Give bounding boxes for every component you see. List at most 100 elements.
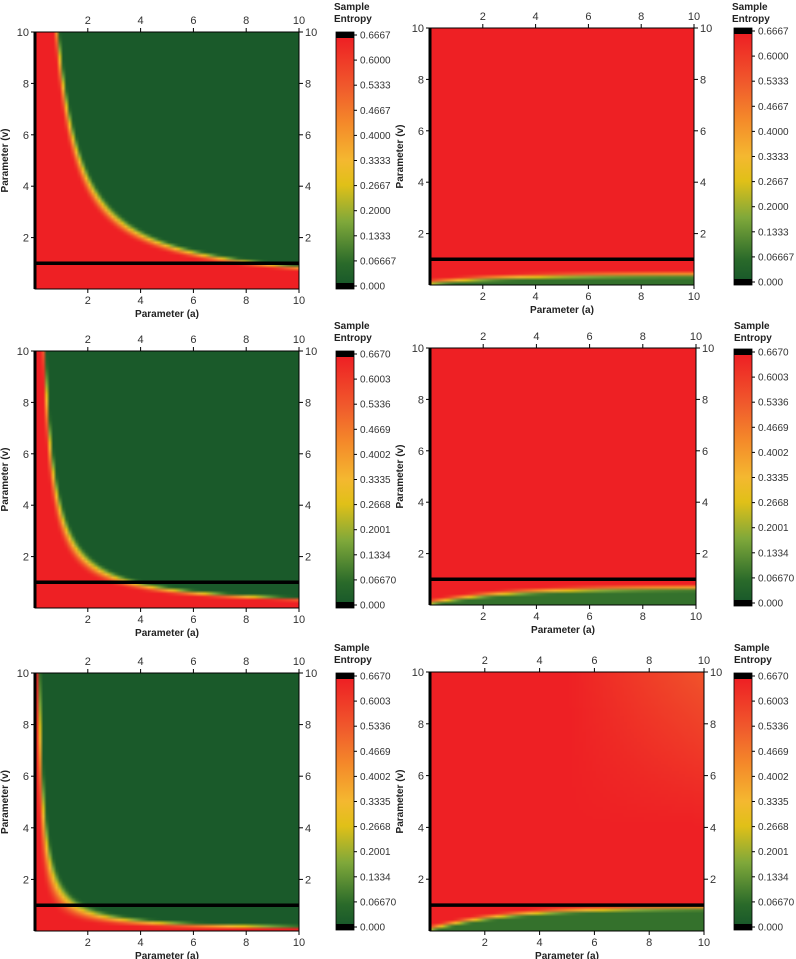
x-tick-label: 4 [537,937,543,949]
x-tick-label: 2 [85,614,91,626]
y-tick-label: 6 [418,771,424,783]
y-tick-label: 8 [23,78,29,90]
colorbar [734,355,752,600]
colorbar-title-line: Entropy [334,14,372,25]
y-tick-label: 8 [23,720,29,732]
colorbar-tick-label: 0.3333 [360,156,391,167]
panel-bottom-left: 2 4 6 8 10 2 4 6 8 10 2 4 6 8 10 2 4 6 8 10 Parameter (a) Par… [0,643,397,959]
colorbar-tick-label: 0.6003 [360,697,391,708]
colorbar-tick-label: 0.1334 [360,872,391,883]
x-tick-label: 6 [190,295,196,307]
heatmap-image [430,672,704,931]
y-axis-label: Parameter (v) [0,770,11,834]
x-axis-label: Parameter (a) [135,309,199,320]
colorbar-tick-label: 0.06670 [360,575,397,586]
colorbar-tick-label: 0.3335 [758,473,789,484]
y2-tick-label: 2 [305,552,311,564]
x2-tick-label: 2 [482,655,488,667]
y-tick-label: 10 [17,346,29,358]
colorbar [734,34,752,279]
colorbar [336,679,354,924]
colorbar-tick-label: 0.2000 [360,206,391,217]
colorbar-bottom-cap [734,279,752,285]
x2-tick-label: 6 [190,334,196,346]
colorbar-title: Sample Entropy [334,321,372,344]
colorbar-tick-label: 0.2000 [758,202,789,213]
y-tick-label: 4 [23,181,29,193]
colorbar-tick-label: 0.5336 [360,722,391,733]
panel-middle-left: 2 4 6 8 10 2 4 6 8 10 2 4 6 8 10 2 4 6 8 10 Parameter (a) Par… [0,321,397,639]
y2-tick-label: 6 [305,449,311,461]
colorbar-tick-label: 0.4002 [758,448,789,459]
x2-tick-label: 8 [243,15,249,27]
x-axis-label: Parameter (a) [531,625,595,636]
colorbar-tick-label: 0.6000 [360,56,391,67]
panel-top-left: 2 4 6 8 10 2 4 6 8 10 2 4 6 8 10 2 4 6 8 10 Parameter (a) Par… [0,2,397,320]
y2-tick-label: 6 [305,771,311,783]
colorbar-tick-label: 0.1334 [758,548,789,559]
colorbar-tick-label: 0.1334 [360,550,391,561]
y2-tick-label: 2 [700,229,706,241]
x-tick-label: 8 [640,611,646,623]
colorbar-title: Sample Entropy [734,643,772,666]
y2-tick-label: 8 [305,78,311,90]
colorbar-tick-label: 0.6670 [758,672,789,683]
y2-tick-label: 4 [702,497,708,509]
colorbar-title-line: Sample [334,321,370,332]
x-tick-label: 6 [190,614,196,626]
x2-tick-label: 10 [688,11,700,23]
y2-tick-label: 6 [305,130,311,142]
x-tick-label: 4 [533,291,539,303]
colorbar-tick-label: 0.06667 [758,252,795,263]
colorbar-title: Sample Entropy [334,2,372,25]
x-tick-label: 8 [646,937,652,949]
x2-tick-label: 10 [293,656,305,668]
panel-bottom-right: 2 4 6 8 10 2 4 6 8 10 2 4 6 8 10 2 4 6 8 10 Parameter (a) Par… [395,643,795,959]
colorbar-tick-label: 0.4000 [758,127,789,138]
x-tick-label: 10 [293,295,305,307]
colorbar-tick-label: 0.4669 [758,747,789,758]
colorbar-tick-label: 0.6667 [758,27,789,38]
y2-tick-label: 10 [700,23,712,35]
y2-tick-label: 6 [710,771,716,783]
y2-tick-label: 2 [710,874,716,886]
colorbar-title-line: Sample [734,643,770,654]
colorbar-tick-label: 0.06670 [758,573,795,584]
x2-tick-label: 10 [293,15,305,27]
colorbar-tick-label: 0.000 [360,923,385,934]
colorbar-bottom-cap [336,283,354,289]
colorbar-tick-label: 0.06667 [360,256,397,267]
colorbar-tick-label: 0.2668 [758,822,789,833]
y2-tick-label: 10 [702,343,714,355]
colorbar-title-line: Entropy [734,655,772,666]
colorbar-tick-label: 0.1333 [360,231,391,242]
y2-tick-label: 10 [305,346,317,358]
colorbar-title-line: Entropy [732,14,770,25]
x2-tick-label: 10 [293,334,305,346]
x-tick-label: 2 [482,937,488,949]
colorbar-tick-label: 0.4667 [360,106,391,117]
y-tick-label: 8 [23,397,29,409]
x2-tick-label: 2 [85,334,91,346]
colorbar-tick-label: 0.4669 [360,425,391,436]
x-tick-label: 6 [591,937,597,949]
y-axis-label: Parameter (v) [0,129,11,193]
x2-tick-label: 8 [243,334,249,346]
colorbar-tick-label: 0.2667 [360,181,391,192]
x-tick-label: 6 [585,291,591,303]
colorbar [734,679,752,924]
colorbar-tick-label: 0.4002 [758,772,789,783]
y2-tick-label: 4 [305,500,311,512]
x-tick-label: 8 [638,291,644,303]
x-axis-label: Parameter (a) [530,305,594,316]
x-tick-label: 8 [243,295,249,307]
x2-tick-label: 4 [533,331,539,343]
colorbar-tick-label: 0.5333 [360,81,391,92]
y2-tick-label: 8 [305,720,311,732]
colorbar-tick-label: 0.6670 [758,348,789,359]
y-tick-label: 4 [418,497,424,509]
colorbar-tick-label: 0.4669 [758,423,789,434]
x-tick-label: 2 [85,937,91,949]
y2-tick-label: 2 [305,233,311,245]
